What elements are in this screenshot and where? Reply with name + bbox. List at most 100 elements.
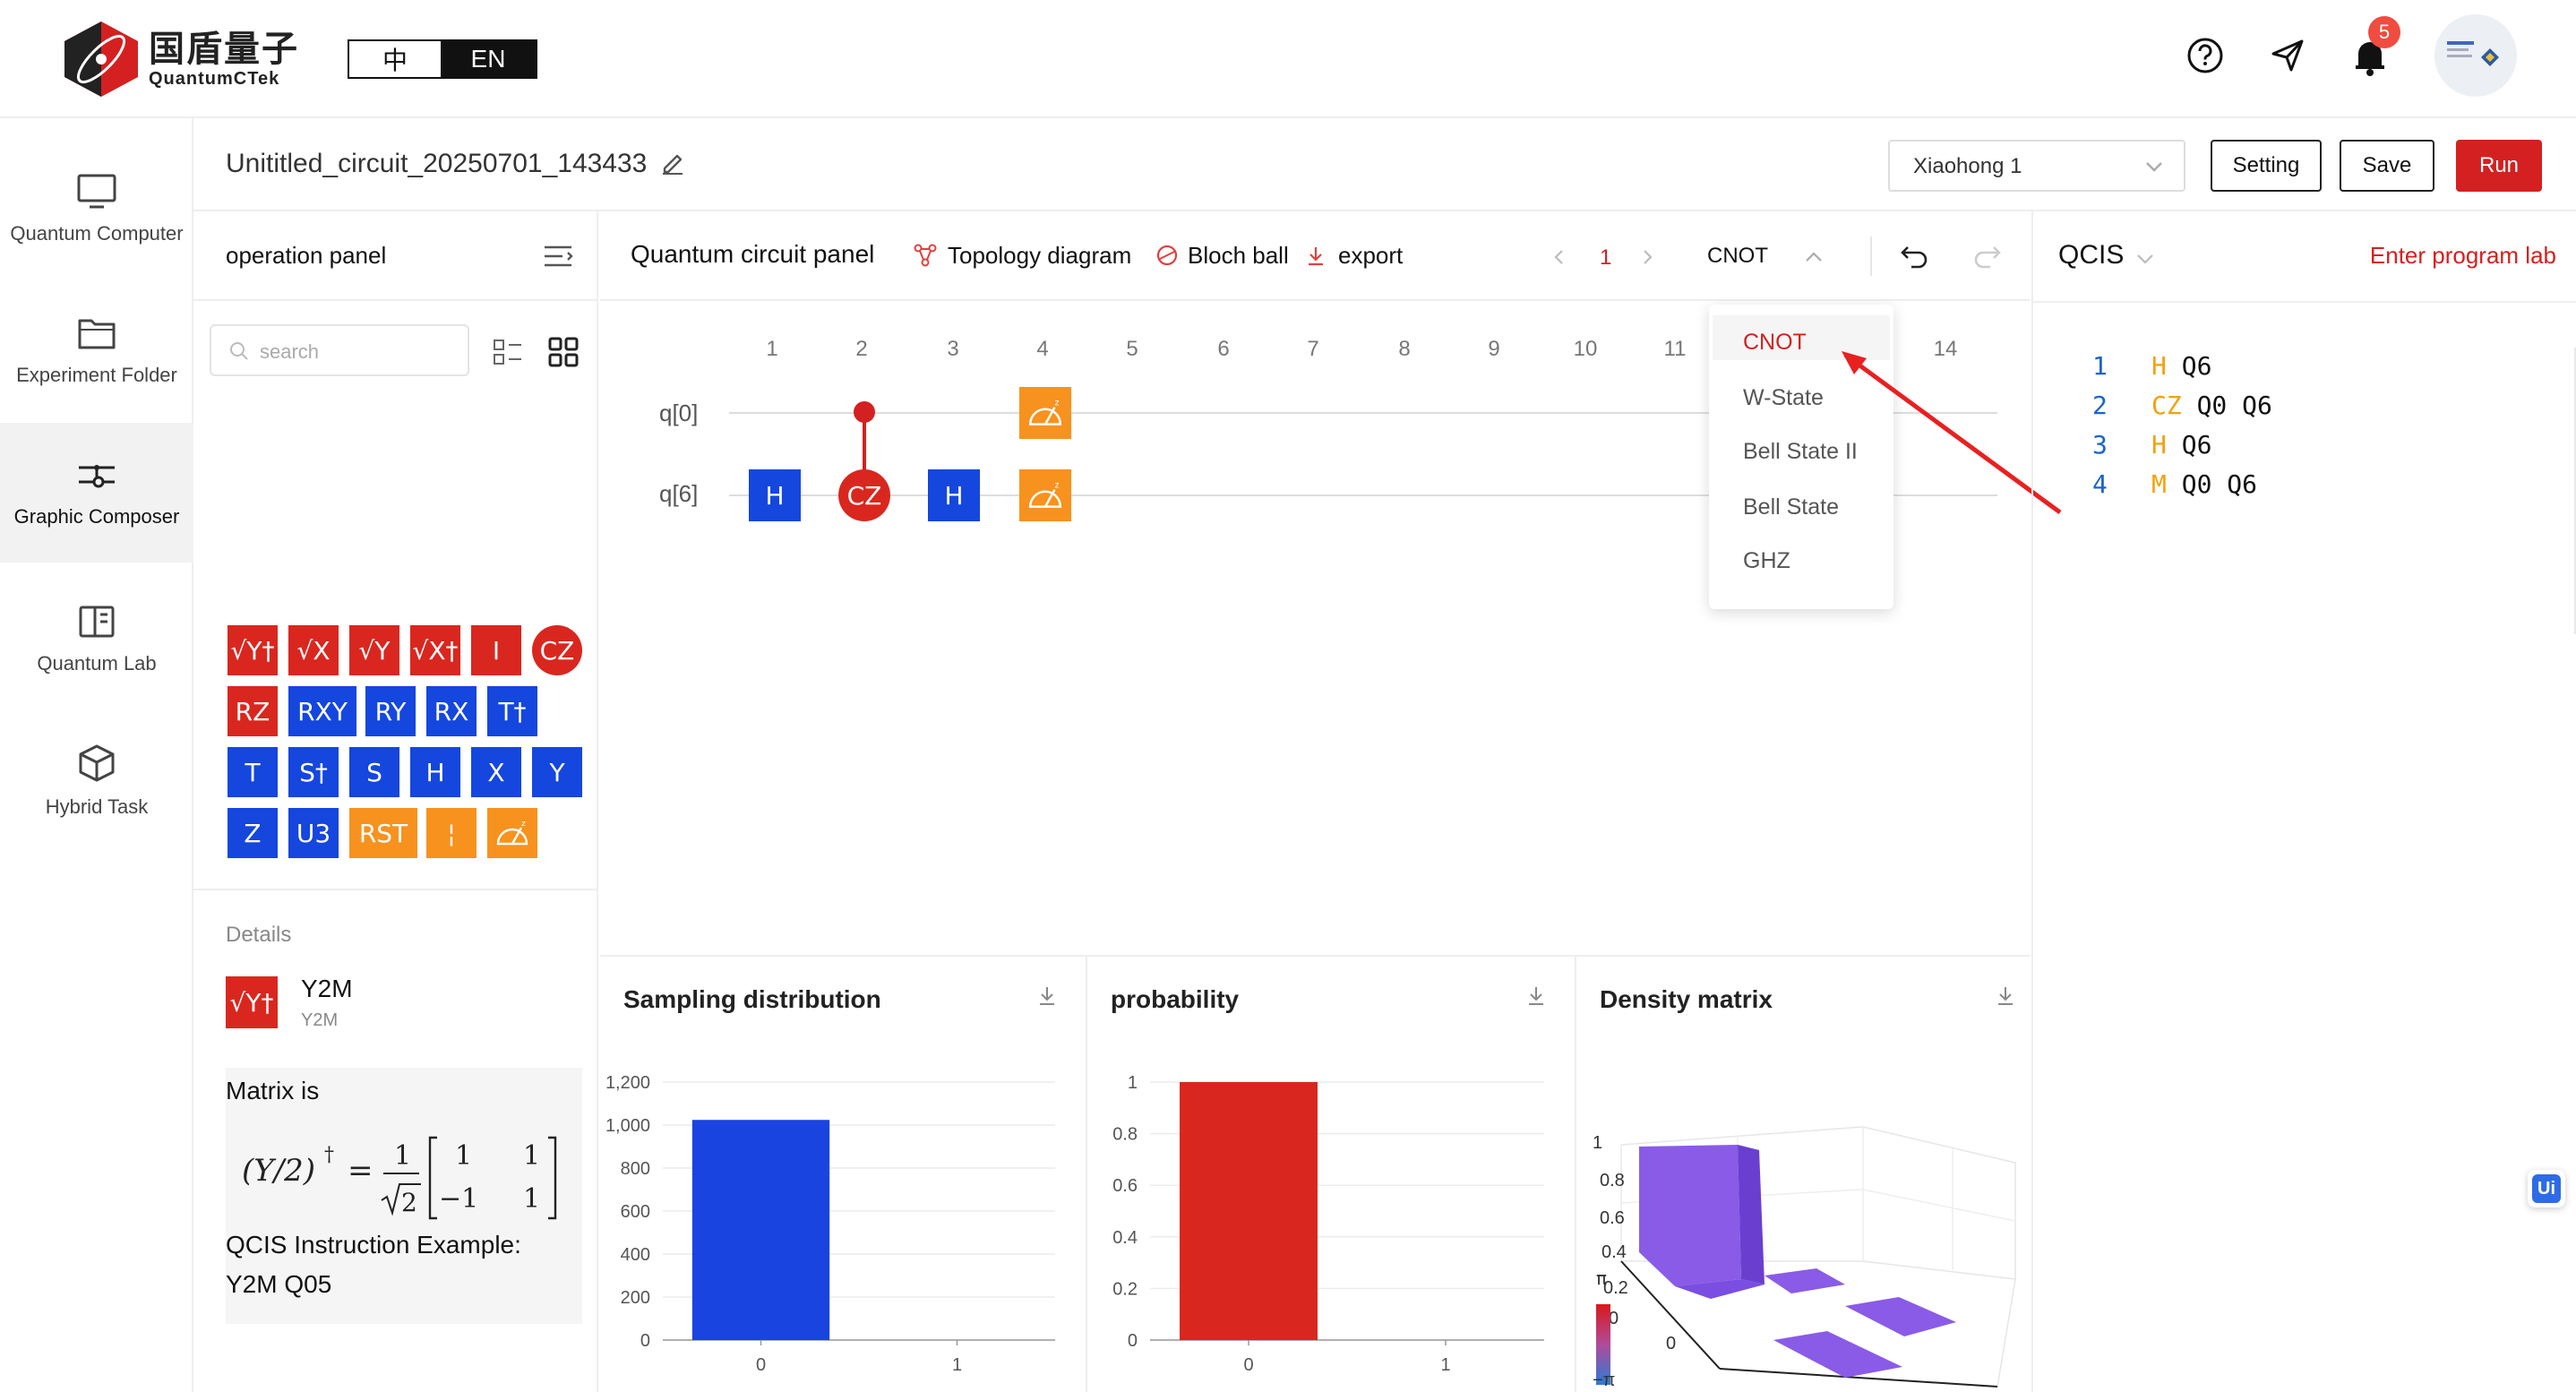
send-icon[interactable] — [2264, 32, 2311, 79]
density-tick: 0.6 — [1600, 1208, 1625, 1228]
circuit-gate-measure-q6[interactable]: z — [1019, 469, 1071, 521]
dropdown-item-bell-state-ii[interactable]: Bell State II — [1743, 439, 1858, 464]
logo-mark-icon — [61, 20, 142, 99]
export-link[interactable]: export — [1338, 242, 1404, 269]
bell-icon[interactable] — [2347, 32, 2393, 79]
nav-label: Experiment Folder — [16, 364, 177, 386]
gate-sqrt-y[interactable]: √Y — [349, 625, 399, 675]
svg-text:z: z — [1055, 481, 1060, 491]
code-line[interactable]: 3 H Q6 — [2092, 430, 2211, 460]
line-number: 1 — [2092, 351, 2108, 381]
code-line[interactable]: 4 M Q0 Q6 — [2092, 469, 2257, 499]
lang-zh-button[interactable]: 中 — [349, 41, 441, 77]
measure-icon: z — [1028, 399, 1062, 425]
nav-experiment-folder[interactable]: Experiment Folder — [0, 281, 193, 421]
gate-cz[interactable]: CZ — [532, 625, 582, 675]
gate-t-dagger[interactable]: T† — [487, 686, 537, 736]
example-label: QCIS Instruction Example: — [226, 1231, 521, 1259]
code-line[interactable]: 2 CZ Q0 Q6 — [2092, 391, 2272, 420]
dropdown-item-w-state[interactable]: W-State — [1743, 385, 1824, 410]
gate-rz[interactable]: RZ — [228, 686, 278, 736]
chevron-up-icon[interactable] — [1804, 249, 1824, 265]
topology-diagram-link[interactable]: Topology diagram — [948, 242, 1132, 269]
page-number[interactable]: 1 — [1600, 245, 1612, 270]
gate-measure[interactable]: z — [487, 808, 537, 858]
gate-barrier[interactable]: ¦ — [426, 808, 477, 858]
gate-z[interactable]: Z — [228, 808, 278, 858]
bloch-ball-link[interactable]: Bloch ball — [1188, 242, 1289, 269]
nav-graphic-composer[interactable]: Graphic Composer — [0, 423, 193, 563]
circuit-gate-h-col1[interactable]: H — [749, 469, 801, 521]
dropdown-item-ghz[interactable]: GHZ — [1743, 548, 1790, 573]
gate-s[interactable]: S — [349, 747, 399, 797]
measure-icon: z — [496, 820, 528, 846]
user-avatar[interactable] — [2434, 14, 2517, 97]
company-logo[interactable]: 国盾量子 QuantumCTek — [61, 20, 299, 99]
circuit-gate-h-col3[interactable]: H — [928, 469, 980, 521]
gate-u3[interactable]: U3 — [288, 808, 339, 858]
edit-name-icon[interactable] — [659, 149, 686, 180]
template-select-value[interactable]: CNOT — [1707, 244, 1768, 268]
save-button[interactable]: Save — [2340, 140, 2434, 192]
svg-text:1: 1 — [394, 1140, 411, 1172]
next-page-icon[interactable] — [1639, 247, 1655, 267]
qubit-wire-q6 — [729, 494, 1997, 496]
nav-quantum-lab[interactable]: Quantum Lab — [0, 570, 193, 709]
download-icon[interactable] — [1526, 985, 1546, 1007]
svg-text:1: 1 — [523, 1140, 540, 1172]
nav-quantum-computer[interactable]: Quantum Computer — [0, 140, 193, 279]
gate-sqrt-x-dagger[interactable]: √X† — [410, 625, 460, 675]
download-icon[interactable] — [1037, 985, 1057, 1007]
gate-x[interactable]: X — [471, 747, 521, 797]
gate-ry[interactable]: RY — [365, 686, 416, 736]
svg-text:−1: −1 — [439, 1183, 478, 1215]
device-select[interactable]: Xiaohong 1 — [1888, 140, 2185, 192]
grid-view-icon[interactable] — [548, 337, 579, 367]
chevron-down-icon[interactable] — [2135, 251, 2155, 267]
density-tick: 0.8 — [1600, 1171, 1625, 1190]
gate-y[interactable]: Y — [532, 747, 582, 797]
language-switch[interactable]: 中 EN — [348, 39, 537, 79]
nav-hybrid-task[interactable]: Hybrid Task — [0, 711, 193, 851]
gate-reset[interactable]: RST — [349, 808, 417, 858]
qcis-title[interactable]: QCIS — [2058, 240, 2125, 270]
code-line[interactable]: 1 H Q6 — [2092, 351, 2211, 381]
editor-scrollbar[interactable] — [2574, 348, 2576, 634]
lang-en-button[interactable]: EN — [441, 41, 536, 77]
setting-button[interactable]: Setting — [2211, 140, 2322, 192]
gate-sqrt-y-dagger[interactable]: √Y† — [228, 625, 278, 675]
gate-details: Details √Y† Y2M Y2M Matrix is (Y/2) † = … — [193, 889, 598, 1324]
enter-program-lab-link[interactable]: Enter program lab — [2369, 242, 2556, 269]
prev-page-icon[interactable] — [1551, 247, 1567, 267]
ui-assistant-badge[interactable]: Ui — [2528, 1170, 2565, 1207]
svg-text:2: 2 — [401, 1188, 417, 1217]
search-icon — [230, 342, 248, 360]
code-args: Q0 Q6 — [2181, 391, 2272, 420]
x-tick-label: 1 — [952, 1355, 962, 1375]
gate-identity[interactable]: I — [471, 625, 521, 675]
gate-search-input[interactable]: search — [210, 324, 469, 376]
run-button[interactable]: Run — [2456, 140, 2542, 192]
gate-s-dagger[interactable]: S† — [288, 747, 339, 797]
details-title: Details — [226, 923, 292, 947]
top-header: 国盾量子 QuantumCTek 中 EN 5 — [0, 0, 2576, 118]
dropdown-item-cnot[interactable]: CNOT — [1743, 330, 1807, 355]
gate-rx[interactable]: RX — [426, 686, 477, 736]
cz-control-dot[interactable] — [854, 401, 875, 423]
operation-panel: operation panel search √Y† √X √Y √X† I C… — [193, 211, 598, 1392]
undo-icon[interactable] — [1899, 242, 1929, 269]
redo-icon[interactable] — [1972, 242, 2003, 269]
dropdown-item-bell-state[interactable]: Bell State — [1743, 494, 1840, 520]
help-icon[interactable] — [2182, 32, 2228, 79]
gate-rxy[interactable]: RXY — [288, 686, 356, 736]
column-number: 7 — [1307, 337, 1319, 361]
list-view-icon[interactable] — [493, 339, 523, 365]
circuit-gate-measure-q0[interactable]: z — [1019, 387, 1071, 439]
download-icon[interactable] — [1996, 985, 2015, 1007]
circuit-gate-cz-col2[interactable]: CZ — [838, 469, 890, 521]
qubit-wire-q0 — [729, 412, 1997, 414]
gate-h[interactable]: H — [410, 747, 460, 797]
gate-sqrt-x[interactable]: √X — [288, 625, 339, 675]
collapse-menu-icon[interactable] — [543, 244, 573, 271]
gate-t[interactable]: T — [228, 747, 278, 797]
